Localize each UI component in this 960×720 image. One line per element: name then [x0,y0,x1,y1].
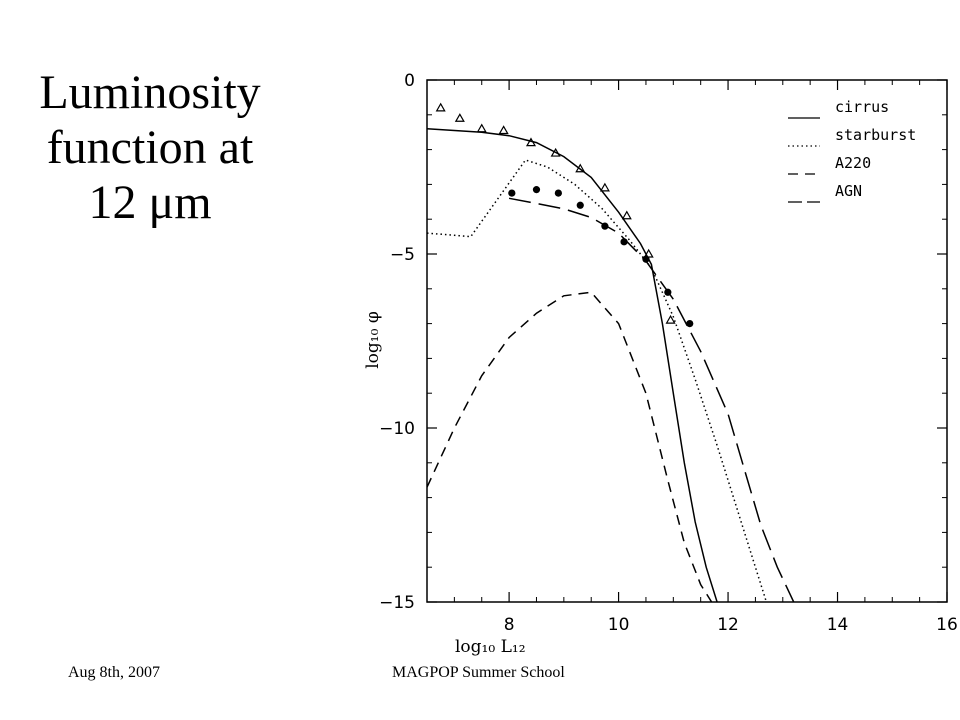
filled-circle-point [664,288,672,296]
filled-circle-point [554,189,562,197]
filled-circle-point [508,189,516,197]
x-tick-label: 8 [504,615,515,635]
footer-event: MAGPOP Summer School [392,664,565,681]
legend: cirrus starburst A220 AGN [788,98,916,203]
title-line-3: 12 μm [88,176,212,229]
triangle-point [665,314,676,324]
filled-circle-point [620,238,628,246]
triangle-point [525,137,537,147]
triangle-point [550,147,561,157]
y-tick-label: −15 [379,593,415,613]
filled-circle-point [532,186,541,194]
x-axis-label: log₁₀ L₁₂ [455,637,526,657]
legend-label-cirrus: cirrus [835,98,889,116]
x-tick-label: 14 [827,615,849,635]
legend-label-a220: A220 [835,154,871,172]
filled-circle-point [576,201,584,209]
footer-date: Aug 8th, 2007 [68,664,160,681]
triangle-point [476,123,487,133]
title-line-1: Luminosity [39,66,261,119]
x-tick-label: 16 [936,615,958,635]
x-tick-label: 10 [608,615,630,635]
starburst-line [427,159,768,602]
triangle-point [599,182,610,192]
y-tick-label: −10 [379,419,415,439]
legend-label-starburst: starburst [835,126,916,144]
triangle-point [498,125,509,135]
x-tick-label: 12 [717,615,739,635]
filled-circle-point [601,222,609,230]
y-axis-label: log₁₀ φ [363,311,383,369]
filled-circle-point [642,255,650,263]
triangle-point [575,163,586,173]
cirrus-line [427,127,718,602]
y-tick-label: −5 [390,245,415,265]
y-tick-label: 0 [404,71,415,91]
triangle-point [621,210,632,220]
filled-circle-point [686,320,694,328]
triangle-point [435,102,446,112]
slide-title: Luminosity function at 12 μm [10,65,290,230]
title-line-2: function at [46,121,254,174]
agn-line [508,197,795,602]
triangle-point [454,113,465,122]
legend-label-agn: AGN [835,182,862,200]
a220-line [427,291,713,602]
plot-frame [426,79,948,603]
